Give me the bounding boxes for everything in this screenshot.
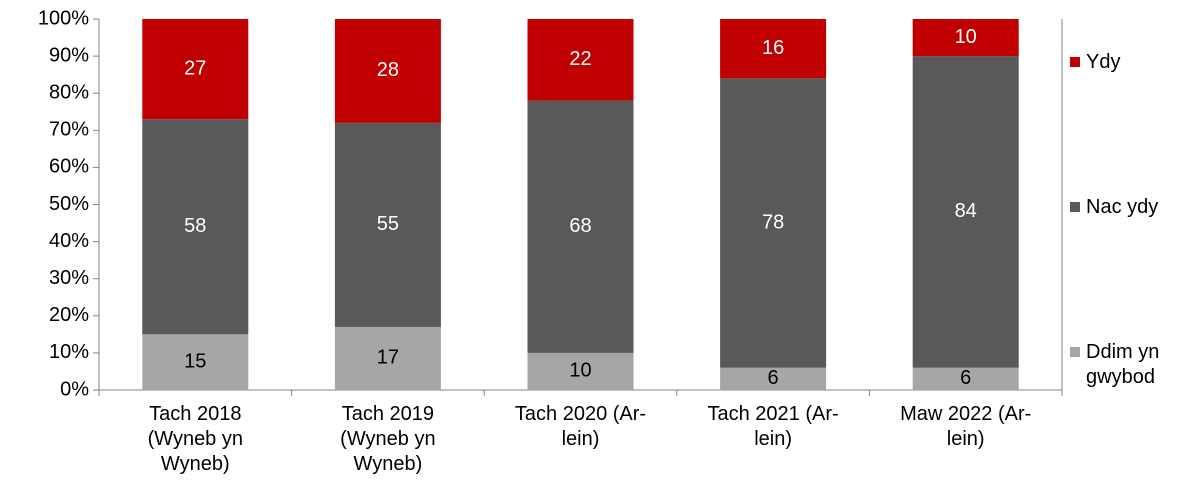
data-label: 28	[377, 59, 399, 81]
data-label: 78	[762, 211, 784, 233]
bar-segment	[527, 100, 634, 353]
y-tick-label: 80%	[49, 81, 89, 103]
y-tick-label: 100%	[38, 7, 89, 29]
bar-segment	[527, 352, 634, 390]
bar-segment	[912, 367, 1019, 390]
x-tick-label: Tach 2018 (Wyneb yn Wyneb)	[147, 403, 243, 475]
data-label: 6	[768, 367, 779, 389]
legend-label: Nac ydy	[1086, 196, 1159, 218]
data-label: 10	[569, 360, 591, 382]
legend-swatch	[1070, 202, 1080, 212]
y-tick-label: 30%	[49, 267, 89, 289]
y-tick-label: 50%	[49, 193, 89, 215]
data-label: 15	[184, 350, 206, 372]
legend-label: Ydy	[1086, 51, 1121, 73]
y-tick-label: 20%	[49, 304, 89, 326]
legend-swatch	[1070, 347, 1080, 357]
y-tick-label: 10%	[49, 341, 89, 363]
x-tick-label: Tach 2019 (Wyneb yn Wyneb)	[340, 403, 436, 475]
data-label: 6	[960, 367, 971, 389]
bar-segment	[334, 19, 441, 123]
y-tick-label: 90%	[49, 44, 89, 66]
legend-swatch	[1070, 57, 1080, 67]
bar-segment	[334, 122, 441, 327]
data-label: 55	[377, 213, 399, 235]
legend-label: Ddim yn gwybod	[1086, 341, 1160, 388]
bar-segment	[142, 334, 249, 390]
x-tick-label: Tach 2021 (Ar-lein)	[707, 403, 839, 450]
data-label: 22	[569, 48, 591, 70]
y-tick-label: 0%	[60, 378, 89, 400]
bar-segment	[142, 119, 249, 335]
bar-segment	[142, 19, 249, 120]
x-tick-label: Maw 2022 (Ar-lein)	[900, 403, 1032, 450]
x-tick-label: Tach 2020 (Ar-lein)	[514, 403, 647, 450]
bar-segment	[912, 19, 1019, 57]
bar-segment	[912, 56, 1019, 368]
bar-segment	[720, 78, 827, 368]
bar-segment	[334, 326, 441, 390]
data-label: 10	[955, 26, 977, 48]
data-label: 27	[184, 57, 206, 79]
bar-segment	[720, 19, 827, 79]
data-label: 68	[569, 215, 591, 237]
data-label: 84	[955, 200, 977, 222]
bar-segment	[720, 367, 827, 390]
data-label: 58	[184, 215, 206, 237]
y-tick-label: 70%	[49, 119, 89, 141]
data-label: 17	[377, 347, 399, 369]
y-tick-label: 40%	[49, 230, 89, 252]
y-tick-label: 60%	[49, 156, 89, 178]
data-label: 16	[762, 37, 784, 59]
bar-segment	[527, 19, 634, 101]
